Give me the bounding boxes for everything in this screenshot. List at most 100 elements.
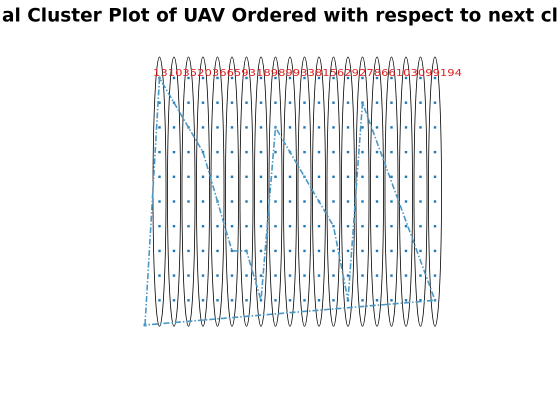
point [274, 200, 277, 203]
point [187, 175, 190, 178]
point [172, 225, 176, 228]
point [390, 274, 393, 277]
point [158, 225, 161, 228]
point [288, 175, 292, 178]
cluster-ellipse [196, 56, 210, 327]
point [404, 200, 408, 203]
point [361, 225, 364, 228]
cluster-ellipse [181, 56, 196, 327]
point [259, 274, 263, 277]
point [404, 150, 408, 154]
point [419, 101, 422, 104]
point [317, 101, 321, 104]
point [390, 225, 393, 228]
point [303, 150, 306, 154]
point [433, 200, 437, 203]
point [172, 175, 176, 178]
point [216, 101, 219, 104]
point [187, 299, 190, 302]
point [390, 249, 393, 253]
point [187, 274, 190, 277]
point [332, 299, 335, 302]
point [259, 76, 263, 80]
cluster-ellipse [370, 56, 384, 327]
point [245, 150, 248, 154]
point [332, 249, 335, 253]
point [390, 76, 393, 80]
point [390, 101, 393, 104]
point [375, 126, 379, 129]
cluster-ellipse [225, 56, 239, 327]
point [259, 175, 263, 178]
point [375, 150, 379, 154]
point [216, 76, 219, 80]
point [361, 274, 364, 277]
route-line [144, 75, 437, 326]
point [245, 200, 248, 203]
point [361, 126, 364, 129]
point [230, 76, 234, 80]
point [158, 126, 161, 129]
point [230, 225, 234, 228]
cluster-ellipse [152, 56, 167, 327]
point [390, 175, 393, 178]
point [259, 200, 263, 203]
point [201, 175, 205, 178]
point [404, 175, 408, 178]
point [245, 175, 248, 178]
point [317, 126, 321, 129]
point [230, 126, 234, 129]
point [288, 225, 292, 228]
cluster-ellipse [399, 56, 413, 327]
point [433, 101, 437, 104]
point [346, 126, 350, 129]
point [317, 76, 321, 80]
point [332, 101, 335, 104]
point [346, 150, 350, 154]
point [346, 274, 350, 277]
point [419, 126, 422, 129]
point [433, 126, 437, 129]
point [245, 225, 248, 228]
cluster-ellipse [297, 56, 312, 327]
point [259, 126, 263, 129]
point [230, 101, 234, 104]
point [390, 299, 393, 302]
point [375, 299, 379, 302]
point [158, 274, 161, 277]
point [361, 249, 364, 253]
point [303, 274, 306, 277]
point [404, 249, 408, 253]
point [433, 274, 437, 277]
point [404, 225, 408, 228]
point [288, 249, 292, 253]
point [245, 274, 248, 277]
point [172, 274, 176, 277]
point [303, 225, 306, 228]
cluster-ellipse [167, 56, 181, 327]
point [158, 299, 161, 302]
point [332, 175, 335, 178]
point [346, 249, 350, 253]
point [375, 101, 379, 104]
point [390, 200, 393, 203]
point [216, 150, 219, 154]
point [332, 274, 335, 277]
point [375, 76, 379, 80]
point [201, 101, 205, 104]
point [419, 249, 422, 253]
point [172, 76, 176, 80]
point [158, 175, 161, 178]
point [332, 200, 335, 203]
point [390, 126, 393, 129]
point [245, 76, 248, 80]
point [288, 126, 292, 129]
point [317, 249, 321, 253]
point [361, 101, 364, 104]
point [216, 299, 219, 302]
point [158, 150, 161, 154]
point [201, 299, 205, 302]
point [187, 101, 190, 104]
point [375, 225, 379, 228]
point [245, 299, 248, 302]
